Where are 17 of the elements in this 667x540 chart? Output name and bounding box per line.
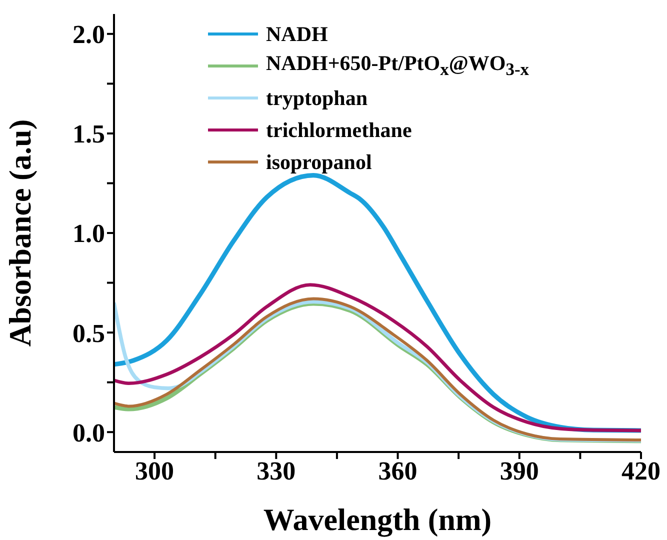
x-tick-label: 330 (256, 456, 296, 486)
legend-label: tryptophan (266, 86, 368, 110)
y-tick-label: 0.0 (72, 418, 105, 448)
x-tick-label: 300 (135, 456, 174, 486)
y-tick-label: 1.0 (72, 219, 105, 248)
x-tick-label: 360 (378, 456, 418, 486)
legend-label: isopropanol (266, 150, 372, 174)
y-tick-label: 0.5 (72, 318, 105, 348)
y-tick-label: 1.5 (72, 120, 105, 149)
x-tick-label: 420 (622, 456, 660, 486)
x-axis-title: Wavelength (nm) (263, 502, 492, 537)
legend-label: NADH+650-Pt/PtO$_{x}$@WO$_{3-x}$ (266, 51, 530, 81)
y-tick-label: 2.0 (72, 20, 105, 50)
legend-label: trichlormethane (266, 118, 412, 142)
y-axis-title: Absorbance (a.u) (2, 119, 38, 347)
x-tick-label: 390 (500, 456, 539, 486)
legend-label: NADH (266, 22, 328, 46)
